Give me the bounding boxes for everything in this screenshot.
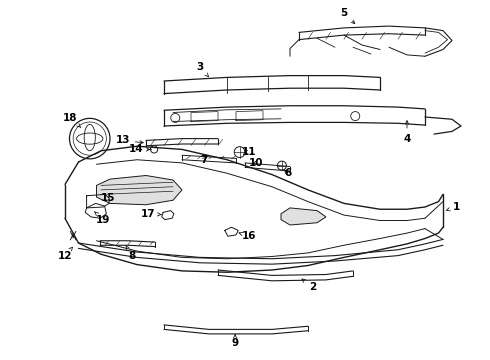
- Text: 12: 12: [58, 247, 73, 261]
- Text: 3: 3: [196, 62, 208, 77]
- Text: 10: 10: [249, 158, 264, 168]
- Text: 15: 15: [100, 193, 115, 203]
- Text: 14: 14: [129, 144, 149, 154]
- Polygon shape: [97, 175, 182, 205]
- Text: 6: 6: [284, 168, 292, 178]
- Text: 8: 8: [126, 246, 135, 261]
- Text: 11: 11: [242, 147, 256, 157]
- Polygon shape: [281, 208, 326, 225]
- Text: 16: 16: [239, 231, 257, 241]
- Text: 9: 9: [232, 335, 239, 348]
- Text: 18: 18: [63, 113, 81, 127]
- Text: 5: 5: [341, 9, 355, 23]
- Text: 2: 2: [302, 279, 316, 292]
- Text: 1: 1: [446, 202, 460, 212]
- Text: 4: 4: [403, 121, 411, 144]
- Text: 19: 19: [95, 212, 110, 225]
- Text: 7: 7: [200, 155, 207, 165]
- Text: 17: 17: [141, 209, 161, 219]
- Text: 13: 13: [115, 135, 143, 145]
